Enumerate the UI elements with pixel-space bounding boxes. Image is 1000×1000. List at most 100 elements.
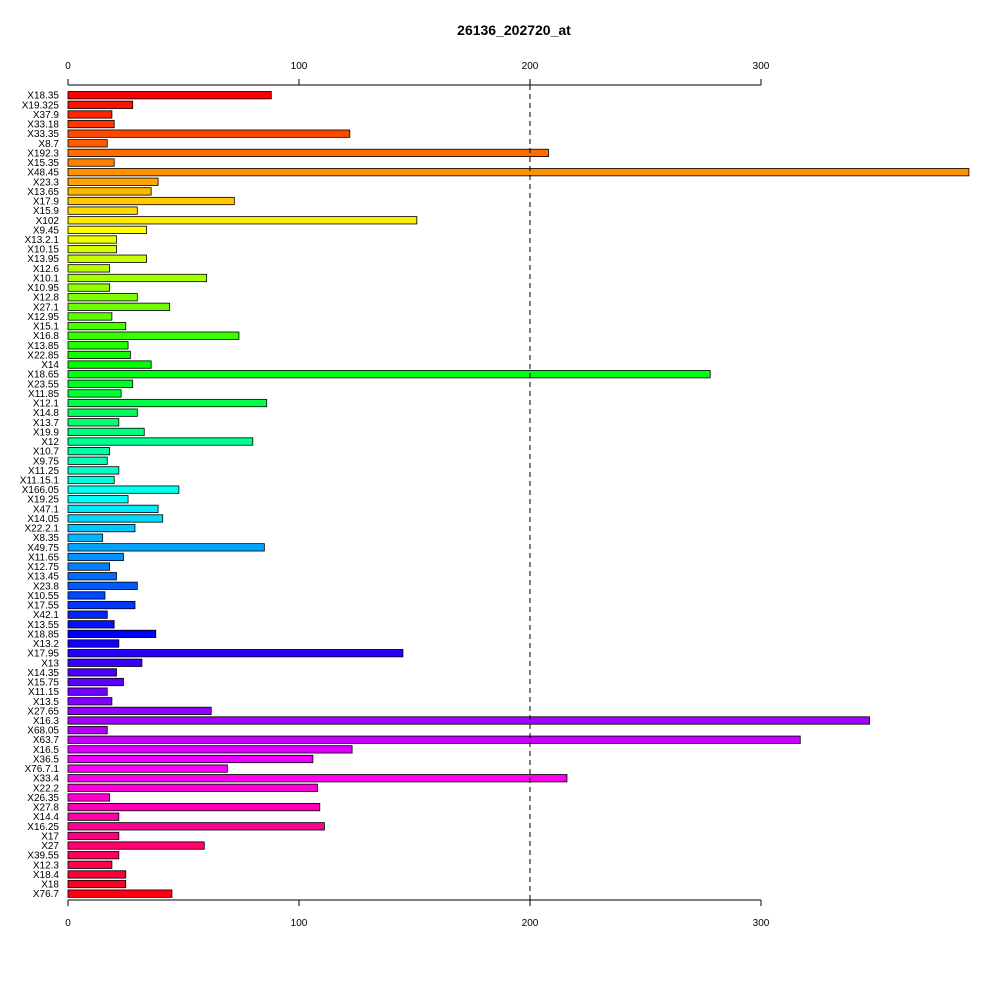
bar [67, 562, 110, 571]
bar [67, 254, 147, 263]
category-label: X12.3 [33, 860, 60, 871]
category-label: X42.1 [33, 610, 60, 621]
category-label: X11.15 [28, 687, 59, 698]
bar [67, 331, 240, 340]
category-label: X18.85 [27, 629, 59, 640]
category-label: X12 [41, 437, 59, 448]
category-label: X16.5 [33, 745, 60, 756]
category-label: X33.4 [33, 774, 60, 785]
category-label: X13.65 [27, 187, 59, 198]
bar [67, 812, 120, 821]
category-label: X14.05 [27, 514, 59, 525]
bar [67, 572, 117, 581]
bar [67, 754, 314, 764]
category-label: X17 [41, 831, 59, 842]
bar [67, 639, 120, 648]
bar [67, 581, 138, 590]
bar [67, 533, 104, 542]
category-label: X13.2.1 [25, 235, 60, 246]
tick-label: 0 [65, 61, 71, 72]
category-label: X27.8 [33, 803, 60, 814]
bar [67, 139, 108, 148]
bar [67, 91, 272, 100]
bar [67, 543, 265, 552]
bar [67, 822, 325, 831]
bar [67, 379, 134, 388]
bar [67, 398, 268, 408]
category-label: X27.65 [27, 706, 59, 717]
bar [67, 389, 122, 398]
category-label: X19.25 [27, 495, 59, 506]
category-label: X63.7 [33, 735, 60, 746]
category-label: X166.05 [22, 485, 60, 496]
bar [67, 860, 113, 869]
bar [67, 216, 418, 225]
bar [67, 273, 208, 283]
bar [67, 360, 152, 369]
bar [67, 764, 228, 773]
category-label: X12.95 [27, 312, 59, 323]
category-label: X17.95 [27, 649, 59, 660]
category-label: X102 [36, 216, 60, 227]
bar [67, 649, 404, 658]
category-label: X11.65 [28, 552, 59, 563]
category-label: X18.65 [27, 370, 59, 381]
category-label: X12.1 [33, 399, 60, 410]
category-label: X9.45 [33, 225, 60, 236]
category-label: X18 [41, 880, 59, 891]
bar [67, 119, 115, 129]
bar [67, 726, 108, 735]
category-label: X15.9 [33, 206, 60, 217]
category-label: X47.1 [33, 504, 60, 515]
category-label: X13.5 [33, 697, 60, 708]
category-label: X23.8 [33, 581, 60, 592]
category-label: X192.3 [27, 148, 59, 159]
category-labels: X18.35X19.325X37.9X33.18X33.35X8.7X192.3… [20, 91, 60, 900]
category-label: X36.5 [33, 754, 60, 765]
tick-label: 100 [291, 918, 308, 929]
category-label: X12.8 [33, 293, 60, 304]
tick-label: 100 [291, 61, 308, 72]
bar [67, 418, 120, 427]
category-label: X9.75 [33, 456, 60, 467]
bar [67, 148, 549, 158]
category-label: X13.7 [33, 418, 60, 429]
category-label: X13.45 [27, 572, 59, 583]
bar [67, 745, 353, 754]
bar [67, 706, 212, 715]
category-label: X14.8 [33, 408, 60, 419]
x-axis-top: 0 100 200 300 [65, 61, 770, 86]
bar [67, 697, 113, 706]
bar [67, 110, 113, 119]
bar [67, 168, 970, 177]
category-label: X33.35 [27, 129, 59, 140]
bar [67, 321, 127, 331]
bar [67, 841, 205, 850]
category-label: X18.4 [33, 870, 60, 881]
x-axis-bottom: 0 100 200 300 [65, 899, 770, 929]
bar [67, 466, 120, 475]
category-label: X16.3 [33, 716, 60, 727]
category-label: X76.7 [33, 889, 60, 900]
bar [67, 437, 254, 446]
bar [67, 793, 110, 802]
category-label: X12.75 [27, 562, 59, 573]
category-label: X37.9 [33, 110, 60, 121]
category-label: X22.2.1 [25, 524, 60, 535]
category-label: X13.85 [27, 341, 59, 352]
category-label: X22.2 [33, 783, 60, 794]
category-label: X13 [41, 658, 59, 669]
bar [67, 475, 115, 485]
bar [67, 831, 120, 841]
bar [67, 524, 136, 533]
tick-label: 300 [753, 61, 770, 72]
category-label: X27.1 [33, 302, 60, 313]
bar [67, 735, 801, 744]
category-label: X23.3 [33, 177, 60, 188]
bar [67, 802, 321, 812]
bar [67, 716, 870, 725]
bar [67, 196, 235, 206]
category-label: X23.55 [27, 379, 59, 390]
bar [67, 187, 152, 196]
category-label: X17.55 [27, 601, 59, 612]
